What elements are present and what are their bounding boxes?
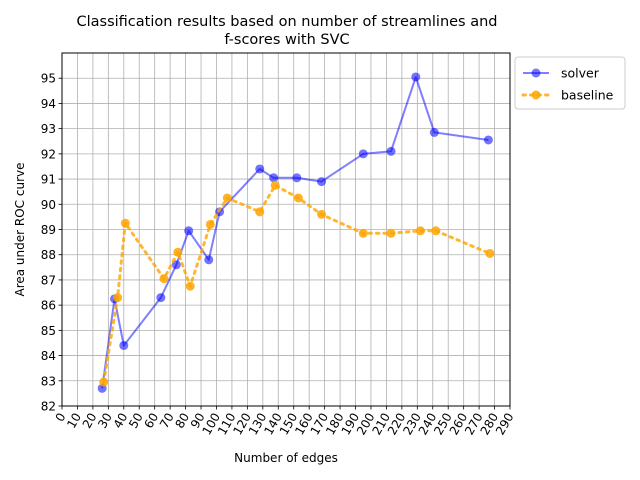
data-point-baseline — [485, 248, 495, 258]
y-tick-label: 84 — [41, 349, 56, 363]
data-point-baseline — [255, 207, 265, 217]
data-point-solver — [411, 72, 421, 82]
x-tick-label: 40 — [111, 411, 131, 431]
x-tick-label: 290 — [493, 411, 517, 438]
data-point-baseline — [358, 228, 368, 238]
series-line-solver — [101, 76, 489, 389]
y-tick-label: 92 — [41, 147, 56, 161]
data-point-baseline — [99, 377, 109, 387]
x-axis-label: Number of edges — [234, 451, 338, 465]
data-point-solver — [358, 149, 368, 159]
legend-item-baseline: baseline — [521, 88, 614, 103]
legend-marker-solver — [531, 68, 541, 78]
y-tick-label: 88 — [41, 248, 56, 262]
data-point-solver — [171, 260, 181, 270]
data-point-solver — [292, 173, 302, 183]
series-baseline — [99, 180, 495, 387]
series-layer — [97, 72, 495, 393]
legend-label-baseline: baseline — [561, 88, 614, 103]
x-tick-label: 20 — [80, 411, 100, 431]
data-point-baseline — [173, 247, 183, 257]
data-point-solver — [119, 340, 129, 350]
legend-box — [514, 56, 626, 110]
data-point-baseline — [317, 209, 327, 219]
data-point-baseline — [270, 180, 280, 190]
y-axis-label: Area under ROC curve — [13, 163, 27, 297]
data-point-baseline — [113, 293, 123, 303]
axis-ticks: 0102030405060708090100110120130140150160… — [41, 72, 517, 438]
x-tick-label: 70 — [157, 411, 177, 431]
legend: solver baseline — [514, 56, 626, 110]
y-tick-label: 87 — [41, 273, 56, 287]
data-point-baseline — [222, 193, 232, 203]
chart-title-line-1: Classification results based on number o… — [77, 14, 498, 30]
x-tick-label: 10 — [64, 411, 84, 431]
y-tick-label: 83 — [41, 374, 56, 388]
y-tick-label: 91 — [41, 173, 56, 187]
data-point-solver — [429, 127, 439, 137]
data-point-solver — [184, 226, 194, 236]
data-point-solver — [204, 255, 214, 265]
chart-title-line-2: f-scores with SVC — [224, 32, 349, 48]
data-point-baseline — [120, 218, 130, 228]
y-tick-label: 85 — [41, 324, 56, 338]
y-tick-label: 94 — [41, 97, 56, 111]
data-point-baseline — [431, 226, 441, 236]
x-tick-label: 90 — [188, 411, 208, 431]
legend-item-solver: solver — [523, 66, 600, 81]
data-point-baseline — [205, 219, 215, 229]
data-point-baseline — [159, 274, 169, 284]
legend-marker-baseline — [531, 90, 541, 100]
data-point-baseline — [386, 228, 396, 238]
data-point-baseline — [293, 193, 303, 203]
y-tick-label: 89 — [41, 223, 56, 237]
x-tick-label: 60 — [142, 411, 162, 431]
series-line-baseline — [102, 183, 492, 384]
x-tick-label: 80 — [172, 411, 192, 431]
data-point-solver — [156, 293, 166, 303]
y-tick-label: 90 — [41, 198, 56, 212]
data-point-baseline — [185, 281, 195, 291]
data-point-solver — [317, 177, 327, 187]
y-tick-label: 95 — [41, 72, 56, 86]
x-tick-label: 30 — [95, 411, 115, 431]
data-point-solver — [483, 135, 493, 145]
chart-title: Classification results based on number o… — [77, 14, 498, 48]
y-tick-label: 93 — [41, 122, 56, 136]
data-point-solver — [386, 146, 396, 156]
y-tick-label: 82 — [41, 400, 56, 414]
data-point-solver — [269, 173, 279, 183]
y-tick-label: 86 — [41, 299, 56, 313]
legend-label-solver: solver — [561, 66, 600, 81]
data-point-baseline — [415, 226, 425, 236]
data-point-solver — [255, 164, 265, 174]
x-tick-label: 50 — [126, 411, 146, 431]
